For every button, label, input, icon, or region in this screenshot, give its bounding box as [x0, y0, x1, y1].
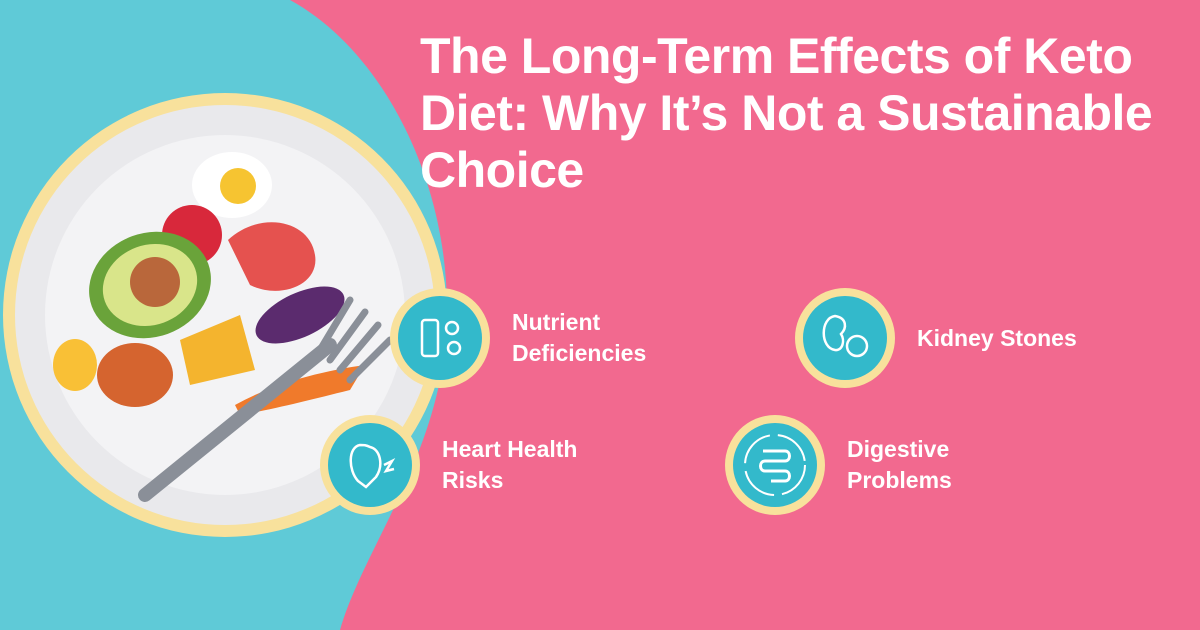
icon: [320, 415, 420, 515]
fork-tines: [316, 296, 394, 384]
item: Digestive Problems: [725, 415, 1027, 515]
lemon: [53, 339, 97, 391]
item-label: Nutrient Deficiencies: [512, 309, 647, 366]
cheese: [180, 315, 255, 385]
item-label: Kidney Stones: [917, 324, 1077, 351]
fork-handle: [138, 338, 337, 502]
item: Kidney Stones: [795, 288, 1097, 388]
eggplant: [255, 286, 345, 344]
item-label: Digestive Problems: [847, 436, 952, 493]
avocado-pit: [130, 257, 180, 307]
item-label: Heart Health Risks: [442, 436, 578, 493]
item: Nutrient Deficiencies: [390, 288, 692, 388]
title: The Long-Term Effects of Keto Diet: Why …: [420, 28, 1153, 198]
salmon: [228, 222, 316, 291]
icon: [725, 415, 825, 515]
icon: [390, 288, 490, 388]
chicken: [97, 343, 173, 407]
egg-yolk: [220, 168, 256, 204]
icon: [795, 288, 895, 388]
item: Heart Health Risks: [320, 415, 622, 515]
